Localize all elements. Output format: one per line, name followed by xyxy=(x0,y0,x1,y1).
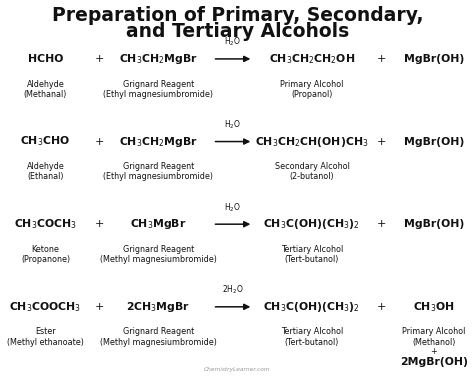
Text: and Tertiary Alcohols: and Tertiary Alcohols xyxy=(126,23,349,41)
Text: H$_2$O: H$_2$O xyxy=(224,36,241,48)
Text: Grignard Reagent: Grignard Reagent xyxy=(123,80,194,89)
Text: CH$_3$COCH$_3$: CH$_3$COCH$_3$ xyxy=(14,217,77,231)
Text: CH$_3$CHO: CH$_3$CHO xyxy=(20,135,71,149)
Text: CH$_3$C(OH)(CH$_3$)$_2$: CH$_3$C(OH)(CH$_3$)$_2$ xyxy=(264,217,360,231)
Text: Ketone: Ketone xyxy=(31,245,59,254)
Text: (Methyl magnesiumbromide): (Methyl magnesiumbromide) xyxy=(100,338,217,346)
Text: +: + xyxy=(377,219,387,229)
Text: 2MgBr(OH): 2MgBr(OH) xyxy=(400,357,468,367)
Text: CH$_3$C(OH)(CH$_3$)$_2$: CH$_3$C(OH)(CH$_3$)$_2$ xyxy=(264,300,360,314)
Text: (Ethyl magnesiumbromide): (Ethyl magnesiumbromide) xyxy=(103,172,213,181)
Text: (Methanol): (Methanol) xyxy=(412,338,456,346)
Text: +: + xyxy=(95,302,104,312)
Text: (Propanol): (Propanol) xyxy=(291,90,333,99)
Text: (Methyl ethanoate): (Methyl ethanoate) xyxy=(7,338,84,346)
Text: (Propanone): (Propanone) xyxy=(21,255,70,264)
Text: Tertiary Alcohol: Tertiary Alcohol xyxy=(281,328,343,337)
Text: +: + xyxy=(377,302,387,312)
Text: CH$_3$OH: CH$_3$OH xyxy=(413,300,455,314)
Text: +: + xyxy=(430,347,437,356)
Text: ChemistryLearner.com: ChemistryLearner.com xyxy=(204,367,271,372)
Text: +: + xyxy=(377,136,387,147)
Text: Grignard Reagent: Grignard Reagent xyxy=(123,328,194,337)
Text: Aldehyde: Aldehyde xyxy=(27,80,64,89)
Text: MgBr(OH): MgBr(OH) xyxy=(404,136,464,147)
Text: 2H$_2$O: 2H$_2$O xyxy=(222,284,244,296)
Text: CH$_3$CH$_2$MgBr: CH$_3$CH$_2$MgBr xyxy=(119,52,198,66)
Text: Secondary Alcohol: Secondary Alcohol xyxy=(274,162,349,171)
Text: MgBr(OH): MgBr(OH) xyxy=(404,219,464,229)
Text: CH$_3$COOCH$_3$: CH$_3$COOCH$_3$ xyxy=(9,300,82,314)
Text: H$_2$O: H$_2$O xyxy=(224,201,241,214)
Text: Primary Alcohol: Primary Alcohol xyxy=(402,328,465,337)
Text: (Methanal): (Methanal) xyxy=(24,90,67,99)
Text: +: + xyxy=(95,136,104,147)
Text: Grignard Reagent: Grignard Reagent xyxy=(123,162,194,171)
Text: (Tert-butanol): (Tert-butanol) xyxy=(285,255,339,264)
Text: +: + xyxy=(95,219,104,229)
Text: Aldehyde: Aldehyde xyxy=(27,162,64,171)
Text: Primary Alcohol: Primary Alcohol xyxy=(280,80,344,89)
Text: (Ethyl magnesiumbromide): (Ethyl magnesiumbromide) xyxy=(103,90,213,99)
Text: (Ethanal): (Ethanal) xyxy=(27,172,64,181)
Text: (2-butanol): (2-butanol) xyxy=(290,172,334,181)
Text: (Tert-butanol): (Tert-butanol) xyxy=(285,338,339,346)
Text: Grignard Reagent: Grignard Reagent xyxy=(123,245,194,254)
Text: HCHO: HCHO xyxy=(28,54,63,64)
Text: CH$_3$CH$_2$MgBr: CH$_3$CH$_2$MgBr xyxy=(119,135,198,149)
Text: CH$_3$CH$_2$CH$_2$OH: CH$_3$CH$_2$CH$_2$OH xyxy=(269,52,355,66)
Text: 2CH$_3$MgBr: 2CH$_3$MgBr xyxy=(126,300,191,314)
Text: Ester: Ester xyxy=(35,328,56,337)
Text: H$_2$O: H$_2$O xyxy=(224,118,241,131)
Text: CH$_3$MgBr: CH$_3$MgBr xyxy=(130,217,187,231)
Text: +: + xyxy=(377,54,387,64)
Text: MgBr(OH): MgBr(OH) xyxy=(404,54,464,64)
Text: CH$_3$CH$_2$CH(OH)CH$_3$: CH$_3$CH$_2$CH(OH)CH$_3$ xyxy=(255,135,369,149)
Text: (Methyl magnesiumbromide): (Methyl magnesiumbromide) xyxy=(100,255,217,264)
Text: Preparation of Primary, Secondary,: Preparation of Primary, Secondary, xyxy=(52,6,423,25)
Text: +: + xyxy=(95,54,104,64)
Text: Tertiary Alcohol: Tertiary Alcohol xyxy=(281,245,343,254)
